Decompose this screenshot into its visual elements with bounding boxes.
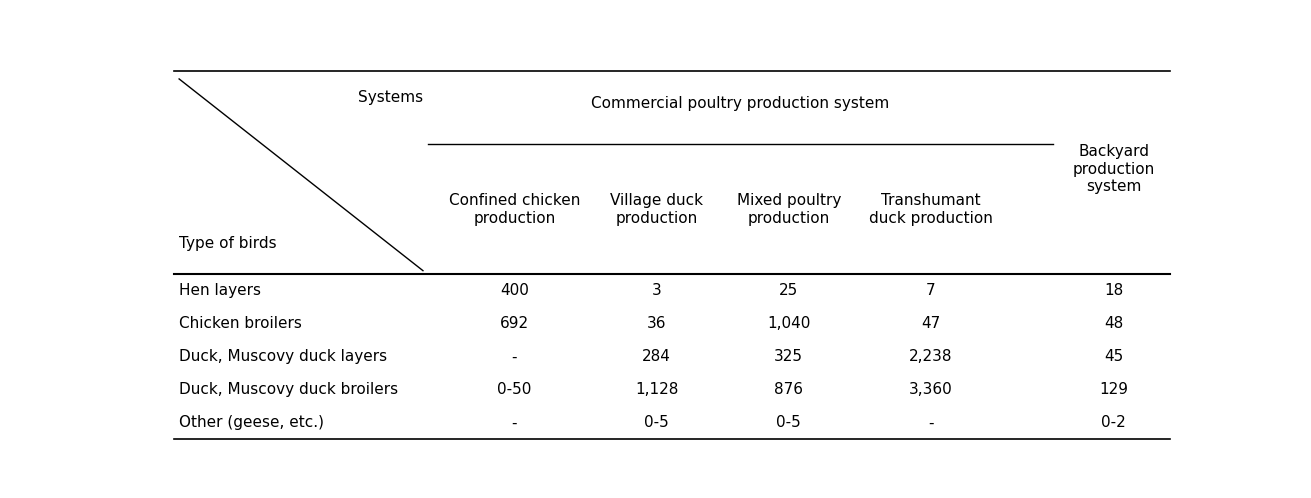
- Text: Village duck
production: Village duck production: [610, 193, 703, 226]
- Text: Mixed poultry
production: Mixed poultry production: [737, 193, 840, 226]
- Text: 325: 325: [775, 350, 804, 365]
- Text: 36: 36: [646, 316, 666, 332]
- Text: Other (geese, etc.): Other (geese, etc.): [180, 415, 324, 430]
- Text: Confined chicken
production: Confined chicken production: [448, 193, 579, 226]
- Text: 0-50: 0-50: [497, 382, 531, 397]
- Text: Duck, Muscovy duck broilers: Duck, Muscovy duck broilers: [180, 382, 399, 397]
- Text: 3,360: 3,360: [909, 382, 953, 397]
- Text: 1,040: 1,040: [767, 316, 810, 332]
- Text: 876: 876: [775, 382, 804, 397]
- Text: Backyard
production
system: Backyard production system: [1072, 144, 1155, 194]
- Text: 3: 3: [652, 283, 662, 298]
- Text: 284: 284: [642, 350, 671, 365]
- Text: 45: 45: [1104, 350, 1124, 365]
- Text: 0-5: 0-5: [776, 415, 801, 430]
- Text: 2,238: 2,238: [910, 350, 953, 365]
- Text: 25: 25: [779, 283, 798, 298]
- Text: 692: 692: [499, 316, 528, 332]
- Text: Chicken broilers: Chicken broilers: [180, 316, 302, 332]
- Text: 0-2: 0-2: [1101, 415, 1126, 430]
- Text: 1,128: 1,128: [635, 382, 678, 397]
- Text: 7: 7: [926, 283, 936, 298]
- Text: -: -: [511, 415, 517, 430]
- Text: -: -: [928, 415, 933, 430]
- Text: 47: 47: [922, 316, 940, 332]
- Text: Systems: Systems: [358, 91, 423, 106]
- Text: Transhumant
duck production: Transhumant duck production: [869, 193, 992, 226]
- Text: 400: 400: [499, 283, 528, 298]
- Text: Hen layers: Hen layers: [180, 283, 261, 298]
- Text: 18: 18: [1104, 283, 1124, 298]
- Text: Type of birds: Type of birds: [180, 237, 277, 251]
- Text: Commercial poultry production system: Commercial poultry production system: [591, 96, 890, 112]
- Text: 48: 48: [1104, 316, 1124, 332]
- Text: 0-5: 0-5: [644, 415, 669, 430]
- Text: -: -: [511, 350, 517, 365]
- Text: Duck, Muscovy duck layers: Duck, Muscovy duck layers: [180, 350, 387, 365]
- Text: 129: 129: [1100, 382, 1129, 397]
